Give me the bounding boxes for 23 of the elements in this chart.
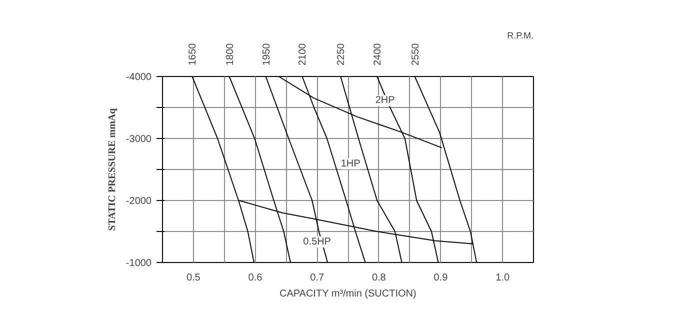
x-axis-title: CAPACITY m³/min (SUCTION) [279, 288, 416, 300]
x-tick-label: 0.7 [310, 272, 324, 284]
text: R.P.M. [507, 30, 534, 40]
annotation: 2HP [375, 95, 396, 106]
y-tick-label: -3000 [126, 134, 152, 145]
x-tick-label: 0.6 [248, 272, 263, 284]
text: 1800 [224, 42, 236, 66]
text: 2550 [410, 42, 422, 66]
x-tick-label: 0.9 [434, 272, 448, 284]
y-tick-label: -4000 [126, 72, 152, 83]
x-tick-label: 0.5 [186, 272, 201, 284]
y-axis-title: STATIC PRESSURE mmAq [106, 108, 118, 231]
text: 2100 [298, 42, 309, 66]
y-tick-label: -1000 [126, 258, 152, 269]
text: 2400 [372, 42, 384, 66]
text: 1650 [188, 42, 199, 66]
x-tick-label: 1.0 [496, 272, 510, 284]
annotation: 1HP [340, 158, 361, 170]
x-tick-label: 0.8 [372, 272, 386, 284]
annotation: 0.5HP [303, 236, 332, 248]
text: 2250 [336, 42, 348, 66]
text: 1950 [261, 42, 272, 66]
y-tick-label: -2000 [126, 196, 152, 207]
